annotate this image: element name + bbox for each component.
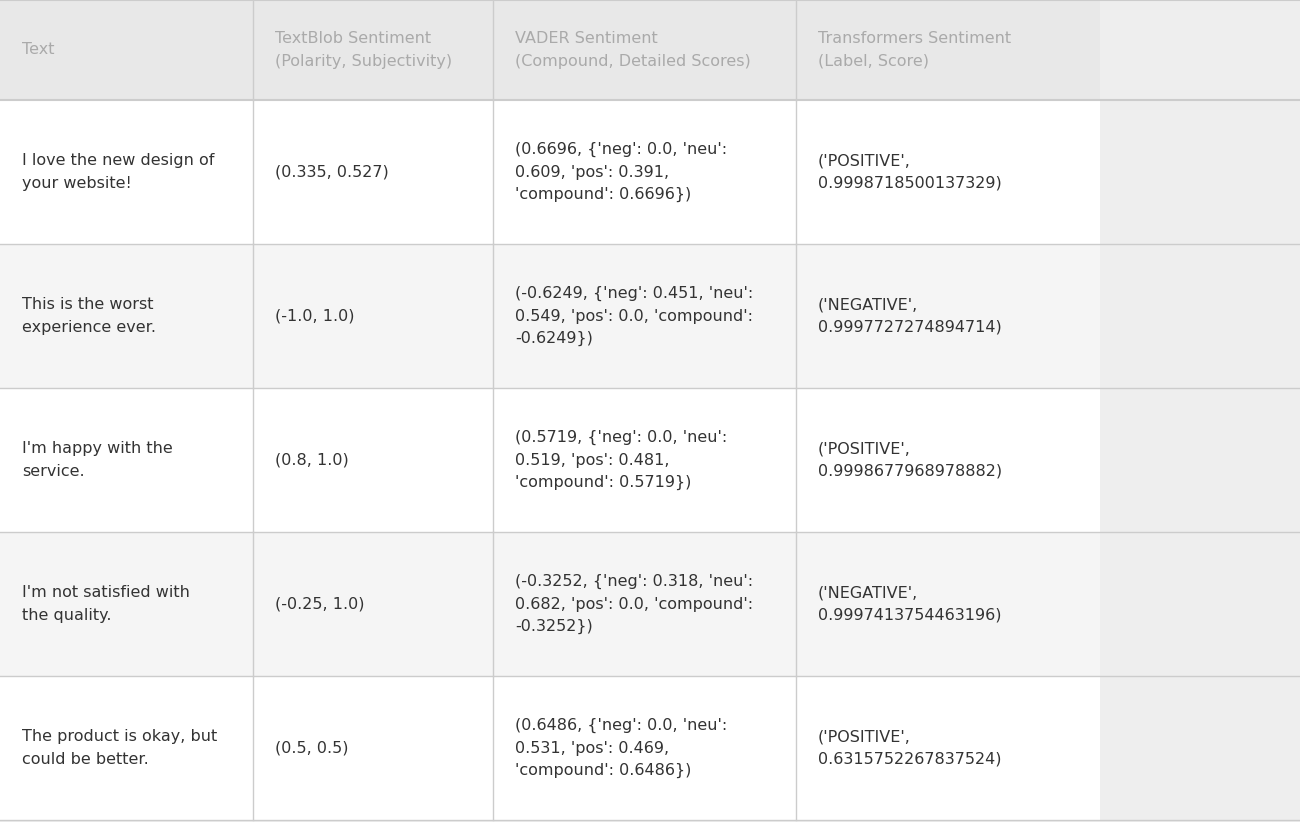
Text: (0.5, 0.5): (0.5, 0.5) bbox=[276, 741, 348, 755]
Text: (-1.0, 1.0): (-1.0, 1.0) bbox=[276, 308, 355, 324]
Text: (0.6696, {'neg': 0.0, 'neu':
0.609, 'pos': 0.391,
'compound': 0.6696}): (0.6696, {'neg': 0.0, 'neu': 0.609, 'pos… bbox=[515, 142, 727, 202]
Bar bbox=[0, 676, 254, 820]
Text: (-0.6249, {'neg': 0.451, 'neu':
0.549, 'pos': 0.0, 'compound':
-0.6249}): (-0.6249, {'neg': 0.451, 'neu': 0.549, '… bbox=[515, 286, 753, 346]
Bar bbox=[0, 532, 254, 676]
Text: ('POSITIVE',
0.9998677968978882): ('POSITIVE', 0.9998677968978882) bbox=[818, 441, 1002, 478]
Bar bbox=[0, 0, 254, 100]
Bar bbox=[493, 388, 796, 532]
Bar bbox=[493, 676, 796, 820]
Text: ('POSITIVE',
0.6315752267837524): ('POSITIVE', 0.6315752267837524) bbox=[818, 729, 1001, 767]
Bar bbox=[254, 244, 493, 388]
Text: This is the worst
experience ever.: This is the worst experience ever. bbox=[22, 298, 156, 335]
Text: (-0.3252, {'neg': 0.318, 'neu':
0.682, 'pos': 0.0, 'compound':
-0.3252}): (-0.3252, {'neg': 0.318, 'neu': 0.682, '… bbox=[515, 574, 753, 634]
Bar bbox=[254, 0, 493, 100]
Text: TextBlob Sentiment
(Polarity, Subjectivity): TextBlob Sentiment (Polarity, Subjectivi… bbox=[276, 31, 452, 68]
Text: ('NEGATIVE',
0.9997727274894714): ('NEGATIVE', 0.9997727274894714) bbox=[818, 298, 1002, 335]
Bar bbox=[0, 244, 254, 388]
Bar bbox=[493, 244, 796, 388]
Bar bbox=[493, 100, 796, 244]
Text: Transformers Sentiment
(Label, Score): Transformers Sentiment (Label, Score) bbox=[818, 31, 1011, 68]
Bar bbox=[254, 100, 493, 244]
Bar bbox=[796, 676, 1100, 820]
Text: (-0.25, 1.0): (-0.25, 1.0) bbox=[276, 597, 364, 612]
Bar bbox=[796, 532, 1100, 676]
Bar bbox=[254, 676, 493, 820]
Bar bbox=[796, 244, 1100, 388]
Text: VADER Sentiment
(Compound, Detailed Scores): VADER Sentiment (Compound, Detailed Scor… bbox=[515, 31, 751, 68]
Bar bbox=[796, 0, 1100, 100]
Bar bbox=[0, 388, 254, 532]
Text: (0.335, 0.527): (0.335, 0.527) bbox=[276, 164, 389, 179]
Text: I'm not satisfied with
the quality.: I'm not satisfied with the quality. bbox=[22, 585, 190, 622]
Bar bbox=[0, 100, 254, 244]
Bar bbox=[796, 100, 1100, 244]
Text: (0.5719, {'neg': 0.0, 'neu':
0.519, 'pos': 0.481,
'compound': 0.5719}): (0.5719, {'neg': 0.0, 'neu': 0.519, 'pos… bbox=[515, 430, 727, 490]
Bar bbox=[493, 532, 796, 676]
Text: I'm happy with the
service.: I'm happy with the service. bbox=[22, 441, 173, 478]
Text: The product is okay, but
could be better.: The product is okay, but could be better… bbox=[22, 729, 217, 767]
Bar bbox=[254, 532, 493, 676]
Text: I love the new design of
your website!: I love the new design of your website! bbox=[22, 154, 215, 191]
Text: (0.6486, {'neg': 0.0, 'neu':
0.531, 'pos': 0.469,
'compound': 0.6486}): (0.6486, {'neg': 0.0, 'neu': 0.531, 'pos… bbox=[515, 718, 727, 778]
Text: Text: Text bbox=[22, 43, 55, 58]
Text: ('NEGATIVE',
0.9997413754463196): ('NEGATIVE', 0.9997413754463196) bbox=[818, 585, 1001, 622]
Text: ('POSITIVE',
0.9998718500137329): ('POSITIVE', 0.9998718500137329) bbox=[818, 154, 1002, 191]
Text: (0.8, 1.0): (0.8, 1.0) bbox=[276, 452, 348, 468]
Bar bbox=[254, 388, 493, 532]
Bar bbox=[796, 388, 1100, 532]
Bar bbox=[493, 0, 796, 100]
